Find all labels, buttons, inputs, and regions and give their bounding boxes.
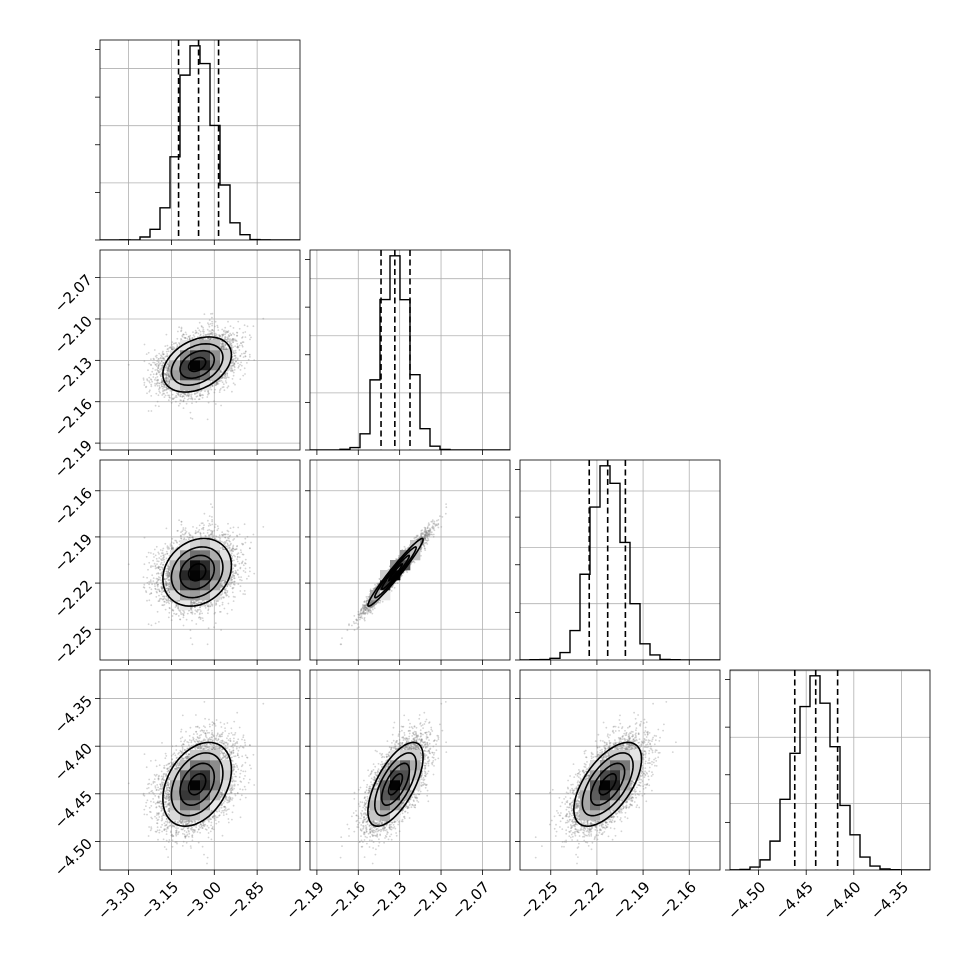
x-tick-label-1-0: −2.19 — [282, 878, 327, 923]
y-tick-label-3-0: −4.50 — [51, 835, 96, 880]
histogram-step-1 — [310, 255, 510, 450]
contour-level-1 — [179, 349, 216, 380]
contour-level-0 — [598, 773, 618, 796]
grid-lines — [100, 460, 300, 660]
x-tick-label-3-0: −4.50 — [724, 878, 769, 923]
scatter-panel-1-0 — [95, 249, 301, 455]
contour-level-3 — [367, 537, 424, 607]
x-tick-label-1-4: −2.07 — [448, 878, 493, 923]
panel-frame — [519, 459, 721, 661]
contour-level-3 — [162, 537, 233, 607]
panel-frame — [309, 459, 511, 661]
y-tick-label-1-3: −2.10 — [51, 312, 96, 357]
y-tick-label-1-1: −2.16 — [51, 395, 96, 440]
y-tick-label-1-0: −2.19 — [51, 436, 96, 481]
y-tick-label-3-2: −4.40 — [51, 739, 96, 784]
scatter-panel-2-0 — [95, 459, 301, 665]
contour-level-2 — [170, 342, 224, 387]
contour-level-1 — [590, 762, 626, 806]
panel-frame — [99, 249, 301, 451]
panel-frame — [99, 39, 301, 241]
contour-level-0 — [387, 773, 404, 796]
y-tick-label-2-1: −2.22 — [51, 576, 96, 621]
x-tick-label-0-2: −3.00 — [180, 878, 225, 923]
grid-lines — [100, 670, 300, 870]
y-tick-label-3-3: −4.35 — [51, 692, 96, 737]
scatter-panel-3-2 — [515, 669, 721, 875]
contour-level-0 — [187, 773, 207, 796]
contour-level-1 — [380, 554, 411, 590]
x-tick-label-1-3: −2.10 — [407, 878, 452, 923]
x-tick-label-0-1: −3.15 — [137, 878, 182, 923]
contour-level-3 — [572, 741, 643, 828]
panel-frame — [519, 669, 721, 871]
scatter-panel-2-1 — [305, 459, 511, 665]
x-tick-label-2-2: −2.19 — [609, 878, 654, 923]
x-tick-label-3-2: −4.40 — [819, 878, 864, 923]
x-tick-label-1-2: −2.13 — [365, 878, 410, 923]
histogram-step-3 — [730, 675, 930, 870]
grid-lines — [520, 670, 720, 870]
y-tick-label-2-3: −2.16 — [51, 484, 96, 529]
x-tick-label-3-3: −4.35 — [867, 878, 912, 923]
contour-level-3 — [162, 741, 233, 828]
contour-level-2 — [170, 546, 224, 599]
contour-level-1 — [179, 554, 216, 590]
grid-lines — [730, 670, 930, 870]
grid-lines — [100, 40, 300, 240]
contour-level-0 — [387, 562, 404, 582]
histogram-panel-0 — [95, 39, 301, 245]
contour-level-2 — [170, 752, 224, 817]
panel-frame — [729, 669, 931, 871]
x-tick-label-0-3: −2.85 — [223, 878, 268, 923]
y-tick-label-1-2: −2.13 — [51, 354, 96, 399]
contour-level-3 — [367, 741, 424, 828]
scatter-panel-3-1 — [305, 669, 511, 875]
histogram-step-0 — [100, 45, 300, 240]
histogram-panel-1 — [305, 249, 511, 455]
contour-level-0 — [187, 562, 207, 582]
histogram-step-2 — [520, 465, 720, 660]
x-tick-label-2-0: −2.25 — [516, 878, 561, 923]
scatter-panel-3-0 — [95, 669, 301, 875]
panel-frame — [99, 459, 301, 661]
contour-level-1 — [380, 762, 411, 806]
histogram-panel-3 — [725, 669, 931, 875]
x-tick-label-0-0: −3.30 — [94, 878, 139, 923]
contour-level-0 — [187, 356, 207, 373]
y-tick-label-3-1: −4.45 — [51, 787, 96, 832]
contour-level-3 — [162, 336, 233, 393]
panel-frame — [309, 669, 511, 871]
x-tick-label-2-1: −2.22 — [562, 878, 607, 923]
x-tick-label-2-3: −2.16 — [655, 878, 700, 923]
y-tick-label-1-4: −2.07 — [51, 271, 96, 316]
x-tick-label-3-1: −4.45 — [772, 878, 817, 923]
contour-level-2 — [373, 546, 418, 599]
y-tick-label-2-2: −2.19 — [51, 530, 96, 575]
contour-level-1 — [179, 762, 216, 806]
y-tick-label-2-0: −2.25 — [51, 623, 96, 668]
x-tick-label-1-1: −2.16 — [324, 878, 369, 923]
contour-level-2 — [581, 752, 634, 817]
panel-frame — [99, 669, 301, 871]
histogram-panel-2 — [515, 459, 721, 665]
panel-frame — [309, 249, 511, 451]
contour-level-2 — [373, 752, 418, 817]
